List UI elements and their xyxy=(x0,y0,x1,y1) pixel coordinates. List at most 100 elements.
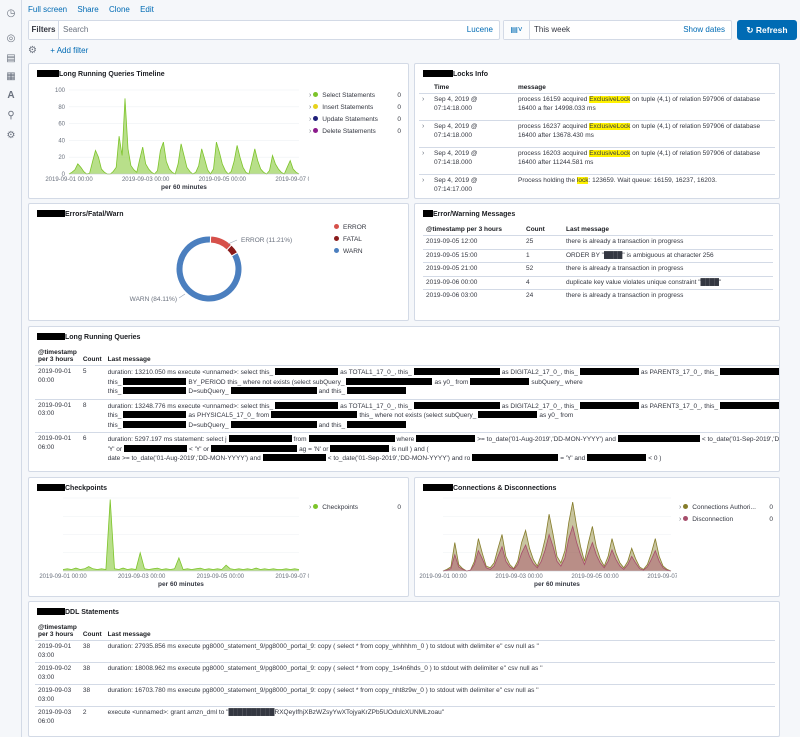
message-fragment: this_ xyxy=(107,388,122,395)
col-message[interactable]: message xyxy=(518,84,546,91)
col-count[interactable]: Count xyxy=(82,356,102,363)
legend-item[interactable]: › Disconnection 0 xyxy=(679,514,773,526)
message-fragment: as TOTAL1_17_0_, this_ xyxy=(340,402,412,410)
clone-link[interactable]: Clone xyxy=(108,5,130,14)
legend-item[interactable]: ERROR xyxy=(334,222,394,234)
calendar-icon[interactable]: ▤˅ xyxy=(504,21,530,39)
filters-label[interactable]: Filters xyxy=(29,21,59,39)
legend-label: FATAL xyxy=(343,236,362,243)
legend-color-dot xyxy=(313,504,319,509)
refresh-icon: ↻ xyxy=(746,24,756,35)
legend-item[interactable]: WARN xyxy=(334,246,394,258)
highlight-text: lock xyxy=(576,177,589,184)
chevron-right-icon[interactable]: › xyxy=(309,104,314,111)
col-count[interactable]: Count xyxy=(82,631,102,638)
col-last-message[interactable]: Last message xyxy=(107,631,151,638)
redacted-block xyxy=(123,411,187,418)
chevron-right-icon[interactable]: › xyxy=(309,128,314,135)
timelion-icon[interactable]: A xyxy=(7,90,15,101)
legend-item[interactable]: FATAL xyxy=(334,234,394,246)
legend-item[interactable]: › Delete Statements 0 xyxy=(309,126,401,138)
share-link[interactable]: Share xyxy=(77,5,99,14)
highlight-text: ExclusiveLock xyxy=(589,123,631,130)
col-last-message[interactable]: Last message xyxy=(566,226,609,233)
legend-value: 0 xyxy=(769,516,773,523)
y-tick-label: 80 xyxy=(58,105,65,111)
message-line: this_ D=subQuery_ and this_ xyxy=(108,420,779,431)
add-filter-link[interactable]: + Add filter xyxy=(50,46,89,55)
table-row[interactable]: › Sep 4, 2019 @ 07:14:18.000 process 16203… xyxy=(419,147,775,175)
legend-label: Connections Authori... xyxy=(692,504,756,511)
dashboard-icon[interactable]: ▦ xyxy=(6,71,16,82)
refresh-button[interactable]: ↻ Refresh xyxy=(737,20,797,40)
count-cell: 38 xyxy=(79,662,105,685)
redacted-block xyxy=(720,368,779,375)
col-time[interactable]: Time xyxy=(434,84,450,91)
message-cell: process 16237 acquired ExclusiveLock on … xyxy=(515,120,775,148)
message-fragment: as TOTAL1_17_0_, this_ xyxy=(340,369,412,376)
full-screen-link[interactable]: Full screen xyxy=(28,5,68,14)
expand-cell[interactable]: › xyxy=(419,93,431,121)
chevron-right-icon[interactable]: › xyxy=(309,92,314,99)
recent-icon[interactable]: ◷ xyxy=(6,8,16,19)
checkpoints-panel: Checkpoints 2019-09-01 00:00 2019-09-03 0… xyxy=(28,477,409,597)
table-row[interactable]: › Sep 4, 2019 @ 07:14:17.000 Process holdi… xyxy=(419,174,775,198)
count-cell: 25 xyxy=(523,235,563,249)
expand-cell[interactable]: › xyxy=(419,174,431,198)
time-range-value[interactable]: This week xyxy=(534,25,571,34)
series-line[interactable] xyxy=(442,502,672,572)
col-count[interactable]: Count xyxy=(526,226,545,233)
legend-item[interactable]: › Select Statements 0 xyxy=(309,90,401,102)
legend-color-dot xyxy=(313,104,319,109)
count-cell: 38 xyxy=(79,640,105,663)
chevron-right-icon[interactable]: › xyxy=(679,504,684,511)
chevron-right-icon[interactable]: › xyxy=(422,177,425,184)
maps-icon[interactable]: ⚲ xyxy=(7,110,15,121)
chevron-right-icon[interactable]: › xyxy=(422,123,425,130)
table-row[interactable]: › Sep 4, 2019 @ 07:14:18.000 process 16159… xyxy=(419,93,775,121)
series-line[interactable] xyxy=(442,524,672,572)
search-input[interactable]: Search xyxy=(63,25,89,34)
y-tick-label: 0 xyxy=(62,172,66,178)
redacted-block xyxy=(472,454,559,461)
message-cell: duration: 13210.050 ms execute <unnamed>… xyxy=(104,365,779,399)
legend-item[interactable]: › Connections Authori... 0 xyxy=(679,502,773,514)
timestamp-cell: 2019-09-05 15:00 xyxy=(423,248,523,263)
label-leader xyxy=(178,293,186,299)
chevron-right-icon[interactable]: › xyxy=(679,516,684,523)
message-text: process 16159 acquired xyxy=(518,96,590,103)
legend-color-dot xyxy=(313,116,319,121)
redacted-block xyxy=(37,210,65,217)
redacted-block xyxy=(579,401,639,409)
filter-gear-icon[interactable]: ⚙ xyxy=(28,45,37,56)
time-cell: Sep 4, 2019 @ 07:14:18.000 xyxy=(431,93,515,121)
pie-slice-warn[interactable] xyxy=(175,235,243,303)
table-row[interactable]: › Sep 4, 2019 @ 07:14:18.000 process 16237… xyxy=(419,120,775,148)
edit-link[interactable]: Edit xyxy=(140,5,154,14)
timeline-legend: › Select Statements 0 › Insert Statements 0… xyxy=(309,90,401,138)
message-text: process 16203 acquired xyxy=(518,150,590,157)
chevron-right-icon[interactable]: › xyxy=(309,116,314,123)
chevron-right-icon[interactable]: › xyxy=(422,96,425,103)
legend-item[interactable]: › Insert Statements 0 xyxy=(309,102,401,114)
message-line: date >= to_date('01-Aug-2019','DD-MON-YY… xyxy=(108,454,779,464)
legend-item[interactable]: › Checkpoints 0 xyxy=(309,502,401,514)
expand-cell[interactable]: › xyxy=(419,120,431,148)
timestamp-cell: 2019-09-03 06:00 xyxy=(35,706,80,729)
chevron-right-icon[interactable]: › xyxy=(309,504,314,511)
col-timestamp[interactable]: @timestamp per 3 hours xyxy=(38,349,77,363)
show-dates-link[interactable]: Show dates xyxy=(683,25,725,34)
chevron-right-icon[interactable]: › xyxy=(422,150,425,157)
redacted-block xyxy=(617,435,700,442)
series-line[interactable] xyxy=(62,499,300,570)
settings-icon[interactable]: ⚙ xyxy=(6,130,16,141)
query-language-button[interactable]: Lucene xyxy=(466,25,493,34)
col-last-message[interactable]: Last message xyxy=(107,356,151,363)
connections-panel: Connections & Disconnections 2019-09-01 … xyxy=(414,477,780,597)
expand-cell[interactable]: › xyxy=(419,147,431,175)
col-timestamp[interactable]: @timestamp per 3 hours xyxy=(426,226,503,233)
legend-item[interactable]: › Update Statements 0 xyxy=(309,114,401,126)
col-timestamp[interactable]: @timestamp per 3 hours xyxy=(38,624,77,638)
discover-icon[interactable]: ◎ xyxy=(6,33,16,44)
visualize-icon[interactable]: ▤ xyxy=(6,53,16,64)
